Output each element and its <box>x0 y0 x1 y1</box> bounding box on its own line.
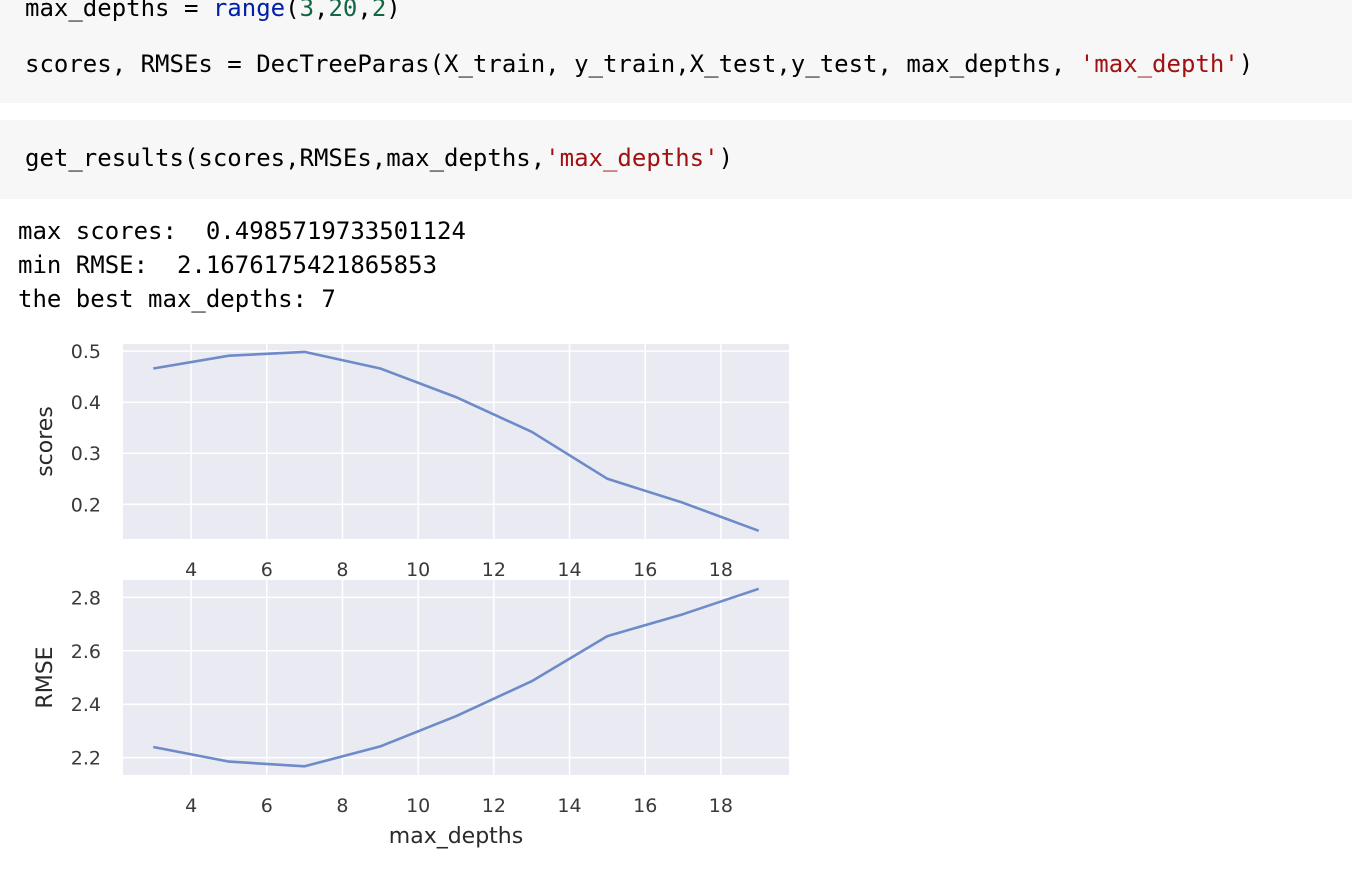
y-tick-label: 0.3 <box>71 443 101 465</box>
x-tick-label: 4 <box>185 559 197 581</box>
x-tick-label: 8 <box>336 795 348 817</box>
x-tick-label: 18 <box>709 559 733 581</box>
y-tick-label: 0.5 <box>71 341 101 363</box>
series-line <box>153 350 760 533</box>
code-string: 'max_depth' <box>1079 50 1239 78</box>
code-text: ) <box>1238 50 1254 78</box>
code-line-get-results: get_results(scores,RMSEs,max_depths,'max… <box>25 144 733 172</box>
code-string: 'max_depths' <box>545 144 719 172</box>
y-tick-label: 2.2 <box>71 748 101 770</box>
code-cell-1[interactable] <box>0 0 1352 103</box>
code-cell-2[interactable] <box>0 120 1352 199</box>
code-builtin-range: range <box>212 0 286 22</box>
y-tick-label: 0.2 <box>71 494 101 516</box>
y-tick-label: 2.4 <box>71 694 101 716</box>
output-max-scores: max scores: 0.4985719733501124 <box>18 217 466 245</box>
x-tick-label: 18 <box>709 795 733 817</box>
x-tick-label: 6 <box>261 559 273 581</box>
code-number: 20 <box>328 0 358 22</box>
output-best-max-depths: the best max_depths: 7 <box>18 285 336 313</box>
x-tick-label: 10 <box>406 559 430 581</box>
x-tick-label: 14 <box>557 559 581 581</box>
code-comma: , <box>314 0 329 22</box>
y-axis-label: scores <box>33 406 58 477</box>
x-tick-label: 4 <box>185 795 197 817</box>
output-min-rmse: min RMSE: 2.1676175421865853 <box>18 251 438 279</box>
plot-figure: 4 6 8 10 12 14 16 18 0.2 0.3 0.4 0.5 scores 4 6 8 10 12 14… <box>33 341 789 849</box>
y-tick-label: 0.4 <box>71 392 101 414</box>
x-tick-label: 8 <box>336 559 348 581</box>
series-line <box>153 587 760 768</box>
x-axis-label: max_depths <box>389 824 523 849</box>
x-tick-label: 6 <box>261 795 273 817</box>
plot-area <box>123 344 789 539</box>
code-paren: ( <box>285 0 300 22</box>
x-tick-label: 16 <box>633 795 657 817</box>
y-tick-label: 2.6 <box>71 641 101 663</box>
code-text: scores, RMSEs = DecTreeParas(X_train, y_… <box>25 50 1080 78</box>
x-tick-label: 12 <box>482 559 506 581</box>
code-text: get_results(scores,RMSEs,max_depths, <box>25 144 546 172</box>
y-tick-label: 2.8 <box>71 587 101 609</box>
x-tick-label: 12 <box>482 795 506 817</box>
plot-area <box>123 580 789 775</box>
code-paren: ) <box>386 0 401 22</box>
code-var: max_depths <box>25 0 170 22</box>
code-number: 3 <box>299 0 315 22</box>
x-tick-label: 10 <box>406 795 430 817</box>
code-op: = <box>169 0 213 22</box>
code-comma: , <box>357 0 372 22</box>
x-tick-label: 14 <box>557 795 581 817</box>
code-line-dectreeparas: scores, RMSEs = DecTreeParas(X_train, y_… <box>25 50 1253 78</box>
y-axis-label: RMSE <box>33 646 58 708</box>
code-line-max-depths: max_depths = range(3,20,2) <box>25 0 401 22</box>
x-tick-label: 16 <box>633 559 657 581</box>
code-number: 2 <box>371 0 387 22</box>
code-text: ) <box>718 144 734 172</box>
